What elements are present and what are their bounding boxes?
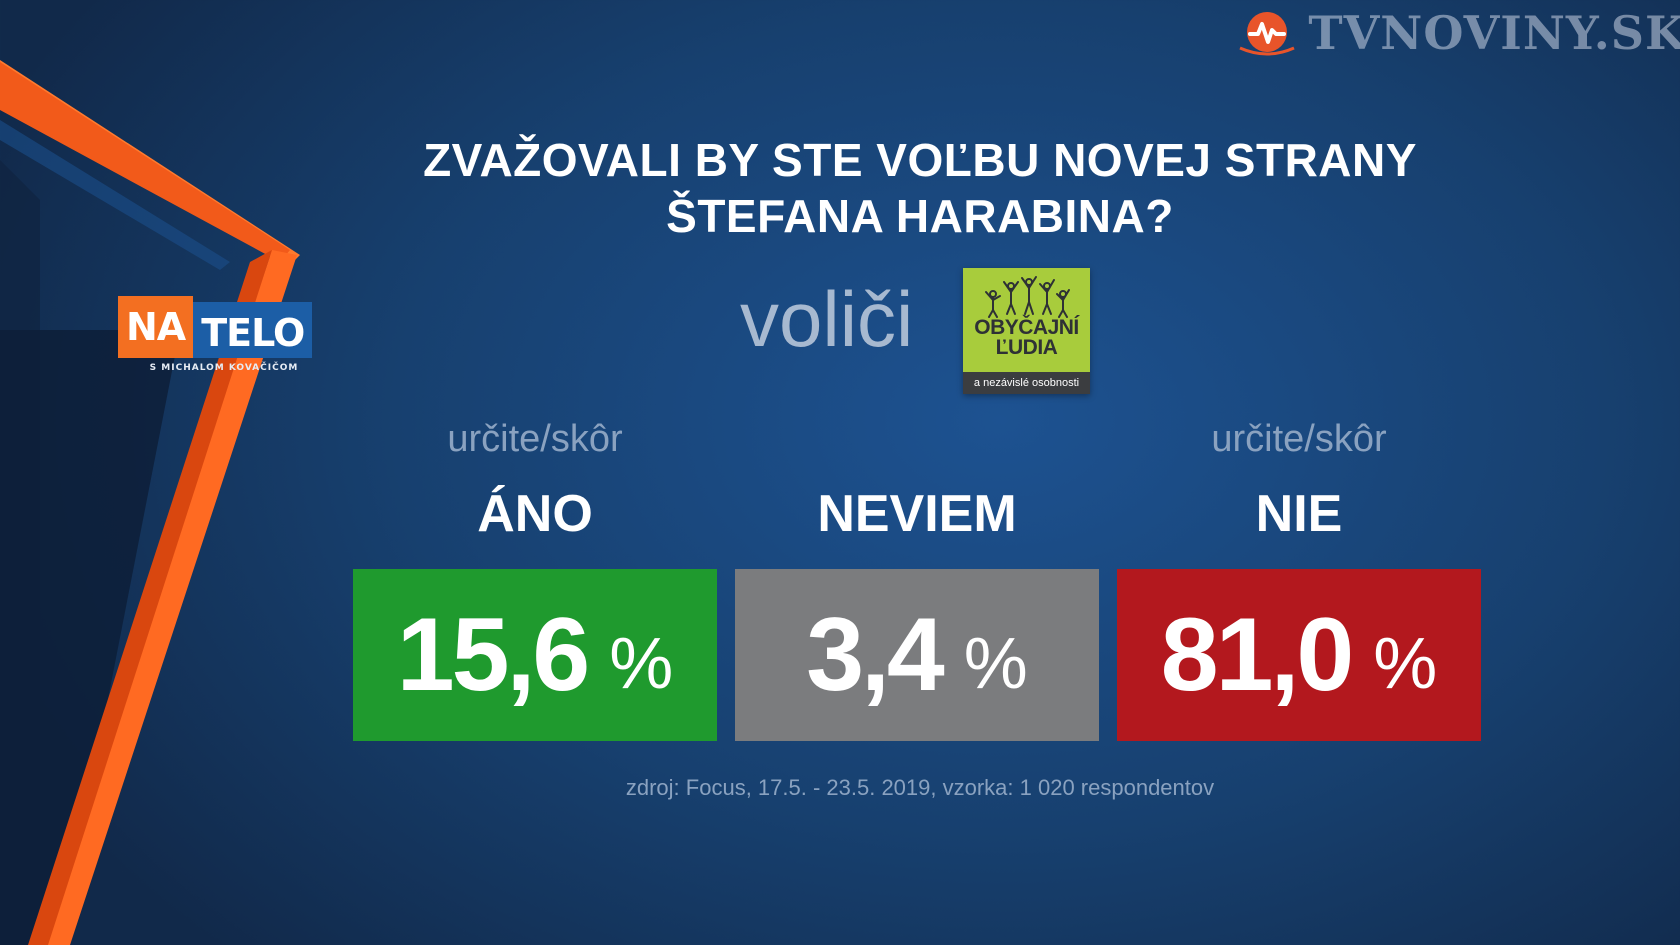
source-note: zdroj: Focus, 17.5. - 23.5. 2019, vzorka… bbox=[625, 775, 1215, 800]
question-line-1: ZVAŽOVALI BY STE VOĽBU NOVEJ STRANY bbox=[423, 134, 1417, 186]
channel-name: TVNOVINY.SK bbox=[1308, 6, 1680, 60]
question-title: ZVAŽOVALI BY STE VOĽBU NOVEJ STRANY ŠTEF… bbox=[360, 132, 1480, 244]
channel-logo: TVNOVINY.SK bbox=[1236, 8, 1680, 58]
result-unknown-value: 3,4 bbox=[806, 597, 945, 713]
show-logo-part1: NA bbox=[118, 296, 194, 358]
party-name-line-2: ĽUDIA bbox=[995, 336, 1058, 359]
result-unknown-label: NEVIEM bbox=[817, 485, 1017, 543]
show-logo-part2: TELO bbox=[193, 302, 313, 358]
result-no-value: 81,0 bbox=[1160, 597, 1354, 713]
tvnoviny-logo-icon bbox=[1236, 8, 1298, 58]
party-name-line-1: OBYČAJNÍ bbox=[974, 316, 1079, 339]
result-no-label: NIE bbox=[1255, 485, 1343, 543]
result-no-unit: % bbox=[1373, 624, 1438, 704]
result-no-qualifier: určite/skôr bbox=[1211, 418, 1387, 460]
party-name: OBYČAJNÍ ĽUDIA bbox=[963, 316, 1090, 359]
party-logo: OBYČAJNÍ ĽUDIA a nezávislé osobnosti bbox=[963, 268, 1090, 394]
segment-label: voliči bbox=[740, 275, 914, 363]
people-figures-icon bbox=[985, 276, 1070, 318]
result-yes-label: ÁNO bbox=[477, 485, 593, 543]
question-line-2: ŠTEFANA HARABINA? bbox=[666, 190, 1174, 242]
result-unknown-box: 3,4 % bbox=[735, 569, 1099, 741]
show-logo: NA TELO S MICHALOM KOVAČIČOM bbox=[118, 296, 330, 373]
result-yes-box: 15,6 % bbox=[353, 569, 717, 741]
result-yes-unit: % bbox=[609, 624, 674, 704]
result-unknown-unit: % bbox=[963, 624, 1028, 704]
result-yes-value: 15,6 bbox=[396, 597, 590, 713]
party-tagline: a nezávislé osobnosti bbox=[963, 372, 1090, 394]
decorative-frame bbox=[0, 60, 300, 945]
result-yes-qualifier: určite/skôr bbox=[447, 418, 623, 460]
show-subtitle: S MICHALOM KOVAČIČOM bbox=[149, 363, 299, 373]
result-no-box: 81,0 % bbox=[1117, 569, 1481, 741]
